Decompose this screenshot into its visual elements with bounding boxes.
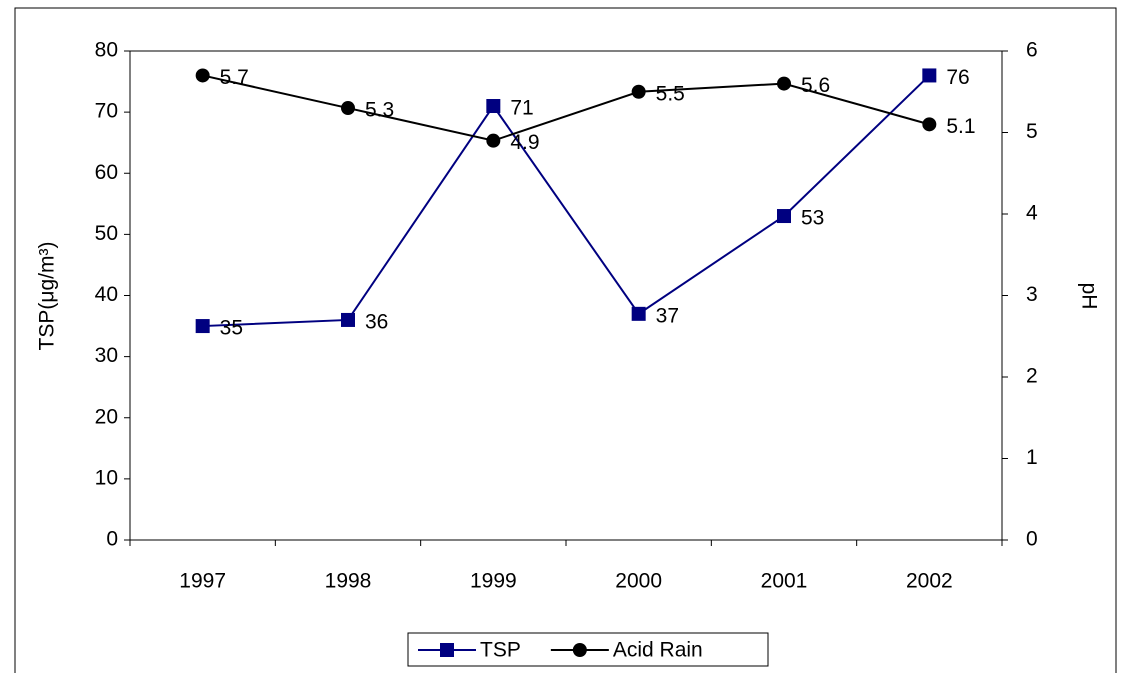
marker <box>631 306 646 321</box>
y2-tick-label: 3 <box>1026 283 1038 306</box>
data-label: 71 <box>510 97 533 120</box>
marker <box>572 643 587 657</box>
x-tick-label: 1997 <box>179 570 226 593</box>
y2-tick-label: 6 <box>1026 39 1038 62</box>
data-label: 4.9 <box>510 131 539 154</box>
data-label: 76 <box>946 66 969 89</box>
data-label: 37 <box>656 304 679 327</box>
series-line <box>202 74 930 142</box>
x-tick-label: 1999 <box>470 570 517 593</box>
y-axis-label: TSP(μg/m³) <box>36 242 59 351</box>
marker <box>195 319 210 334</box>
y2-axis-label: pH <box>1077 283 1100 310</box>
y-tick-label: 70 <box>95 100 118 123</box>
marker <box>922 68 937 83</box>
y-tick-label: 10 <box>95 466 118 489</box>
series-line <box>202 74 931 328</box>
x-tick-label: 2001 <box>761 570 808 593</box>
y-tick-label: 80 <box>95 39 118 62</box>
marker <box>631 84 646 99</box>
marker <box>341 101 355 116</box>
y-tick-label: 40 <box>95 283 118 306</box>
y2-tick-label: 2 <box>1026 365 1038 388</box>
y2-tick-label: 1 <box>1026 446 1038 469</box>
data-label: 5.3 <box>365 99 394 122</box>
x-tick-label: 2000 <box>615 570 662 593</box>
marker <box>486 99 501 114</box>
y-tick-label: 30 <box>95 344 118 367</box>
x-tick-label: 2002 <box>906 570 953 593</box>
marker <box>440 643 454 657</box>
data-label: 5.5 <box>656 82 685 105</box>
y-tick-label: 60 <box>95 161 118 184</box>
y2-tick-label: 5 <box>1026 120 1038 143</box>
data-label: 5.6 <box>801 74 830 97</box>
y-tick-label: 50 <box>95 222 118 245</box>
data-label: 5.1 <box>946 115 975 138</box>
data-label: 53 <box>801 207 824 230</box>
marker <box>486 133 501 148</box>
data-label: 35 <box>220 317 243 340</box>
marker <box>195 68 210 83</box>
y2-tick-label: 0 <box>1026 528 1038 551</box>
data-label: 36 <box>365 310 388 333</box>
x-tick-label: 1998 <box>325 570 372 593</box>
data-label: 5.7 <box>220 66 249 89</box>
legend-label: Acid Rain <box>613 639 703 662</box>
marker <box>922 117 937 132</box>
y-tick-label: 20 <box>95 405 118 428</box>
y-tick-label: 0 <box>106 528 118 551</box>
y2-tick-label: 4 <box>1026 202 1038 225</box>
marker <box>341 312 355 327</box>
legend-label: TSP <box>480 639 521 662</box>
marker <box>777 76 791 91</box>
marker <box>777 209 791 224</box>
